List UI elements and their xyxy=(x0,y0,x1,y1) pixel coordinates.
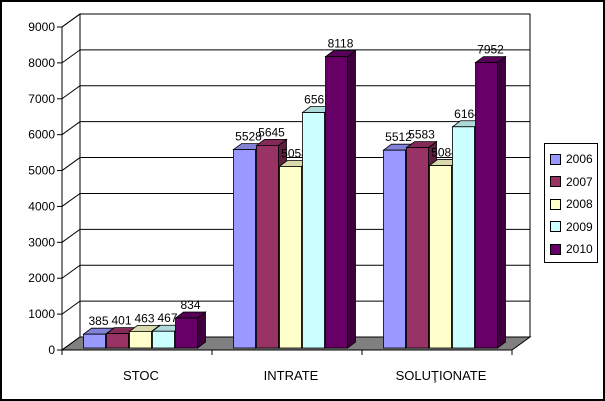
data-label: 8118 xyxy=(328,37,354,51)
bar xyxy=(302,112,325,349)
legend-label: 2010 xyxy=(566,242,593,257)
y-tick-label: 9000 xyxy=(28,20,55,34)
legend-item: 2006 xyxy=(550,148,597,171)
data-label: 5512 xyxy=(385,130,412,144)
data-label: 5058 xyxy=(281,146,308,160)
data-label: 6561 xyxy=(304,93,331,107)
data-label: 7952 xyxy=(477,43,504,57)
legend-swatch xyxy=(550,176,561,188)
legend-swatch xyxy=(550,198,561,210)
bar xyxy=(233,149,256,349)
y-tick-label: 1000 xyxy=(28,307,55,321)
bar xyxy=(279,166,302,349)
legend-label: 2008 xyxy=(566,197,593,212)
data-label: 5528 xyxy=(235,130,262,144)
bar xyxy=(406,147,429,349)
x-tick-label: STOC xyxy=(123,368,159,383)
bar-side xyxy=(347,49,356,349)
y-tick-label: 5000 xyxy=(28,164,55,178)
legend-swatch xyxy=(550,243,561,255)
bar xyxy=(325,56,348,349)
legend-item: 2007 xyxy=(550,171,597,194)
legend-label: 2007 xyxy=(566,174,593,189)
data-label: 834 xyxy=(180,298,200,312)
bar xyxy=(83,333,106,349)
gridline xyxy=(61,121,530,136)
legend-label: 2006 xyxy=(566,152,593,167)
bar xyxy=(175,317,198,349)
data-label: 401 xyxy=(111,314,131,328)
bar-side xyxy=(497,55,506,349)
y-tick-label: 6000 xyxy=(28,128,55,142)
bar xyxy=(129,330,152,349)
gridline xyxy=(61,300,530,315)
gridline xyxy=(61,228,530,243)
bar xyxy=(452,126,475,349)
legend-item: 2008 xyxy=(550,193,597,216)
gridline xyxy=(61,49,530,64)
y-tick-label: 4000 xyxy=(28,199,55,213)
legend-swatch xyxy=(550,153,561,165)
bar xyxy=(475,62,498,349)
gridline xyxy=(61,192,530,207)
bar xyxy=(383,149,406,349)
data-label: 5583 xyxy=(408,128,435,142)
y-tick-label: 0 xyxy=(48,343,55,357)
gridline xyxy=(61,264,530,279)
x-tick-label: INTRATE xyxy=(264,368,319,383)
legend-label: 2009 xyxy=(566,219,593,234)
legend-item: 2009 xyxy=(550,216,597,239)
data-label: 385 xyxy=(88,314,108,328)
data-label: 6164 xyxy=(454,107,481,121)
legend: 2006 2007 2008 2009 2010 xyxy=(544,143,598,263)
gridline xyxy=(61,157,530,171)
plot-side-wall xyxy=(61,13,81,351)
y-tick-label: 8000 xyxy=(28,56,55,70)
y-tick-label: 7000 xyxy=(28,92,55,106)
data-label: 5084 xyxy=(431,146,458,160)
legend-swatch xyxy=(550,221,561,233)
x-tick-label: SOLUŢIONATE xyxy=(396,368,487,383)
data-label: 467 xyxy=(157,311,177,325)
data-label: 463 xyxy=(134,311,154,325)
legend-item: 2010 xyxy=(550,238,597,261)
bar xyxy=(256,145,279,349)
gridline xyxy=(61,13,530,28)
bar xyxy=(429,165,452,349)
gridline xyxy=(61,85,530,100)
y-tick-label: 2000 xyxy=(28,271,55,285)
data-label: 5645 xyxy=(258,125,285,139)
y-tick-label: 3000 xyxy=(28,235,55,249)
bar xyxy=(106,333,129,349)
bar xyxy=(152,330,175,349)
